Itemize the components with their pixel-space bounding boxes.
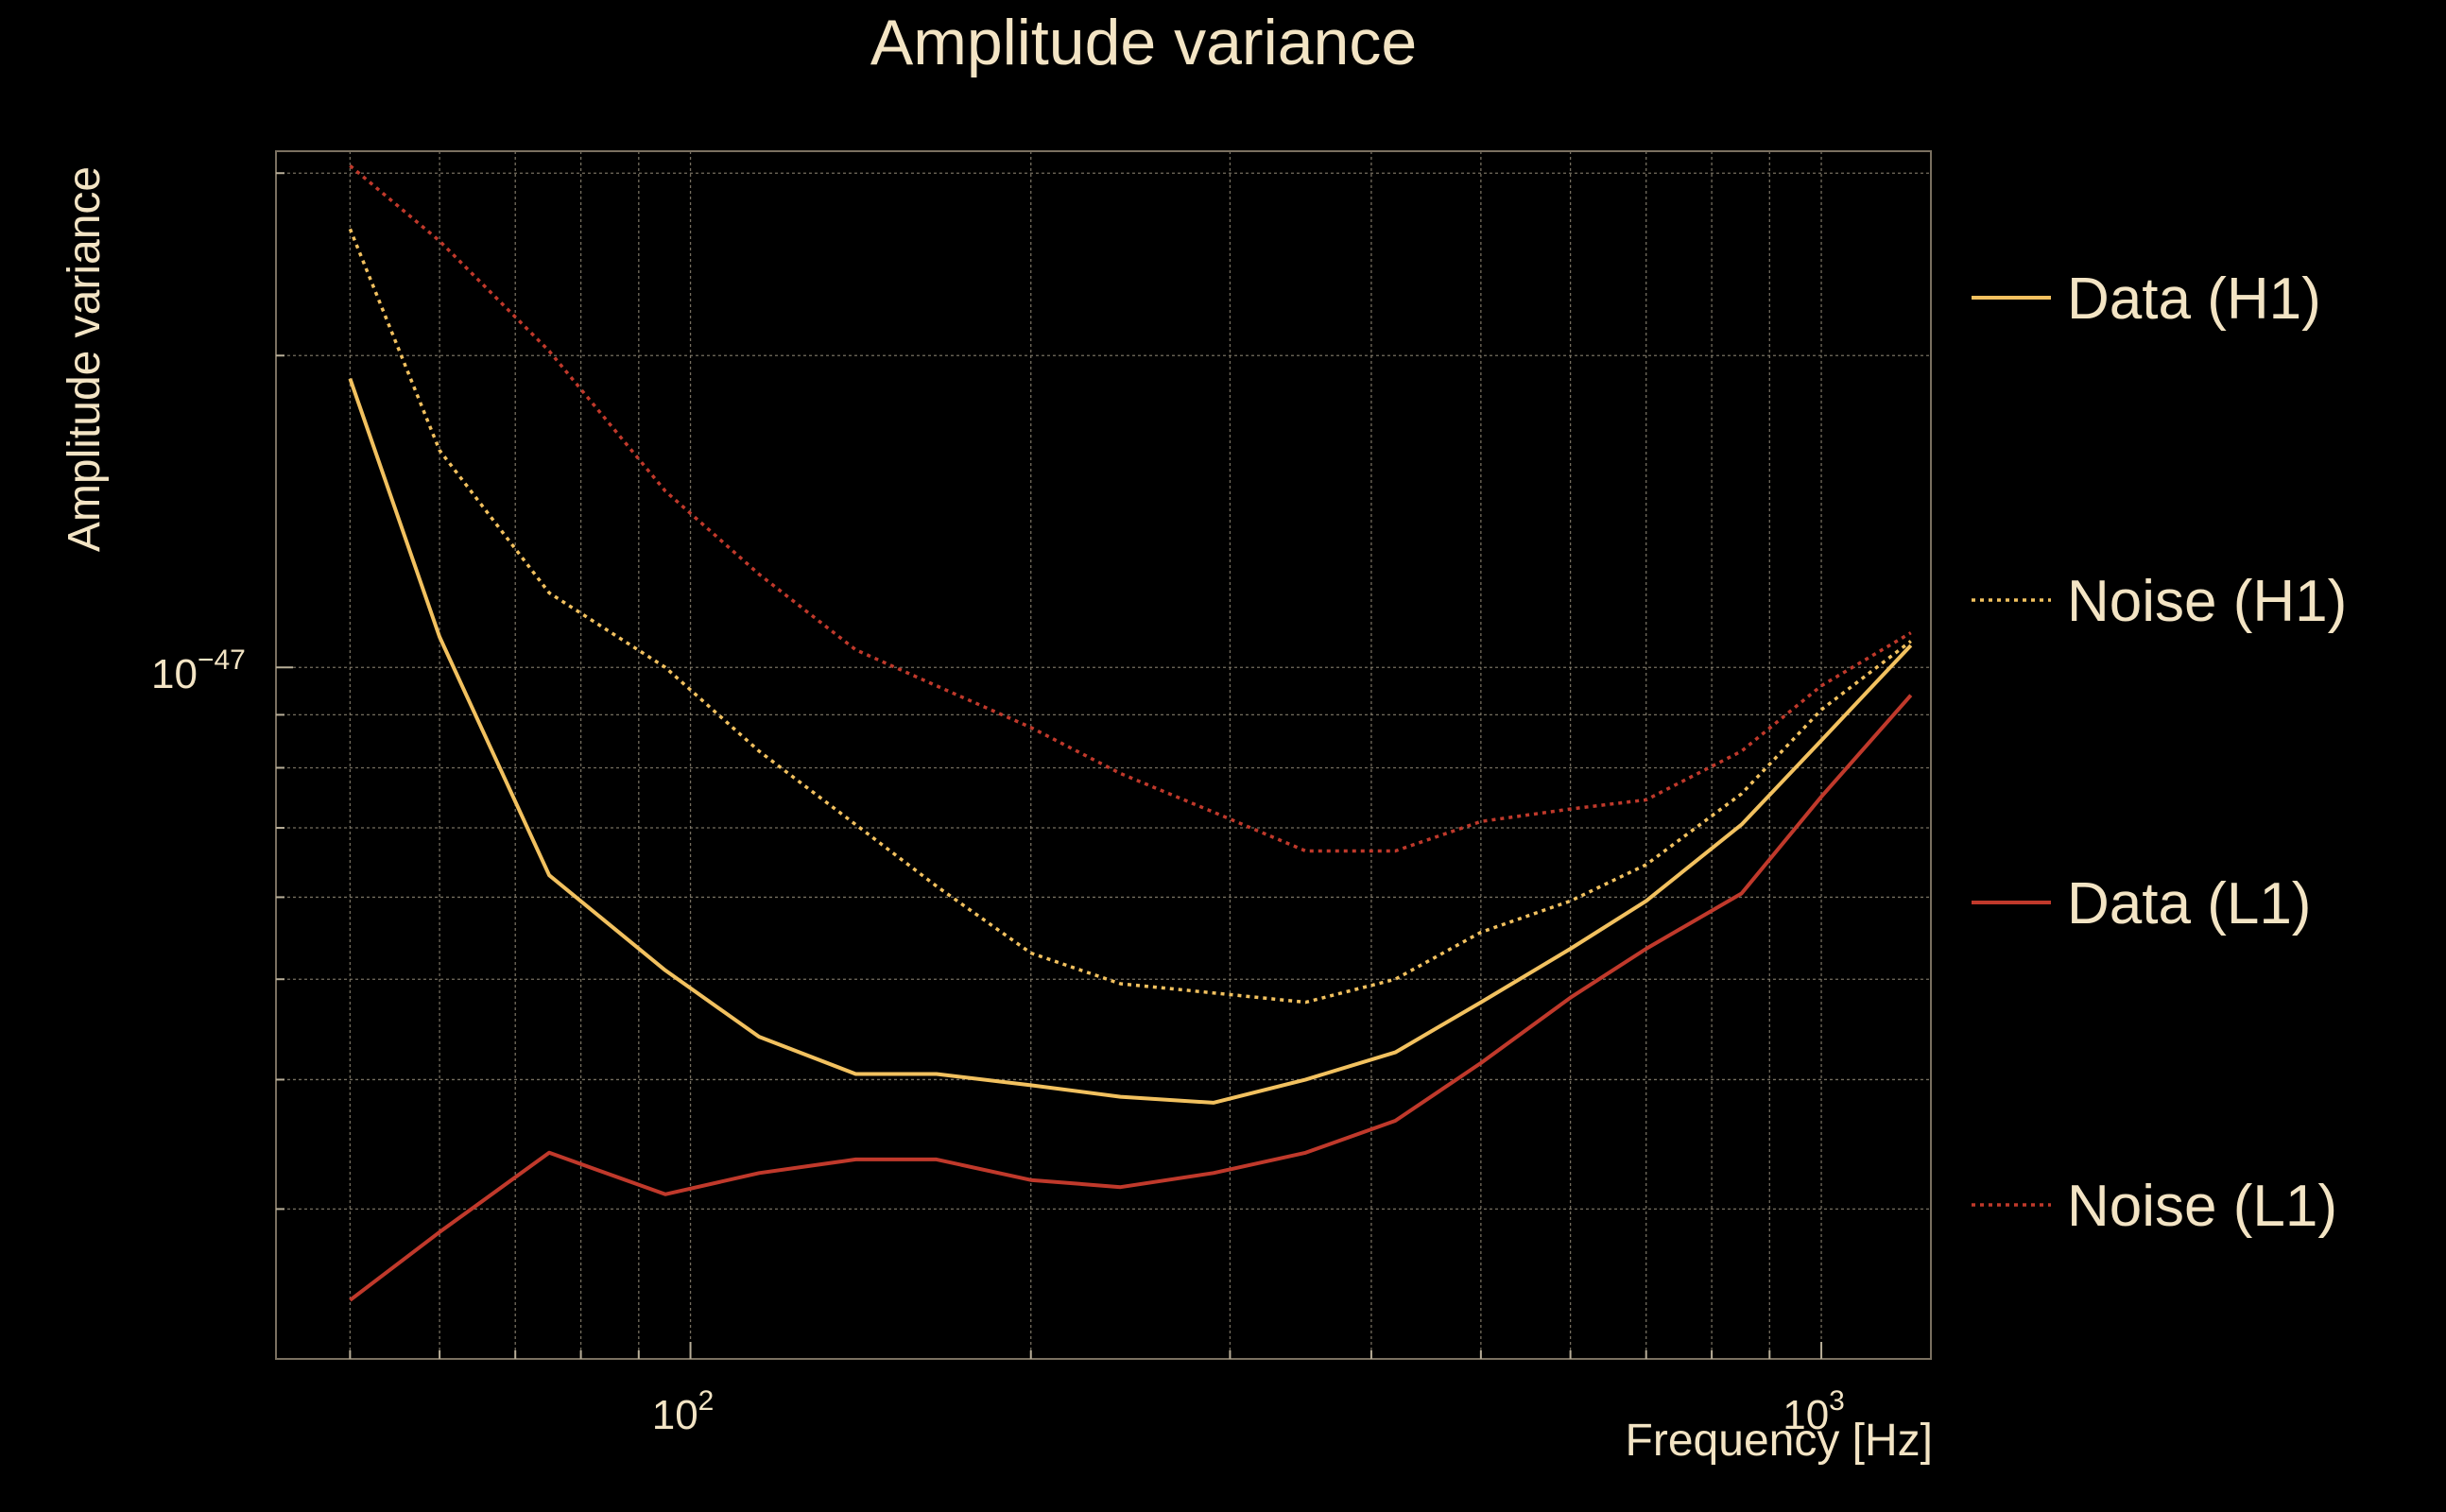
x-tick-label: 103 — [1783, 1385, 1845, 1438]
legend-label-noise-l1: Noise (L1) — [2067, 1174, 2337, 1239]
legend-label-noise-h1: Noise (H1) — [2067, 569, 2347, 634]
series-line-noise-l1 — [349, 164, 1912, 853]
plot-frame — [275, 150, 1932, 1360]
grid — [276, 151, 1931, 1359]
x-tick-label: 102 — [652, 1385, 715, 1438]
y-tick-label: 10−47 — [151, 644, 246, 697]
legend-label-data-h1: Data (H1) — [2067, 266, 2321, 332]
legend-label-data-l1: Data (L1) — [2067, 871, 2311, 936]
series-lines — [348, 164, 1913, 1302]
legend: Data (H1) Noise (H1) Data (L1) Noise (L1) — [1972, 266, 2347, 1239]
x-axis-label: Frequency [Hz] — [1626, 1416, 1933, 1466]
y-axis-label: Amplitude variance — [60, 166, 110, 552]
series-line-data-l1 — [349, 694, 1913, 1302]
chart-title: Amplitude variance — [870, 7, 1417, 78]
series-line-data-h1 — [348, 378, 1913, 1105]
axis-ticks: 102 103 10−47 — [151, 172, 1845, 1438]
